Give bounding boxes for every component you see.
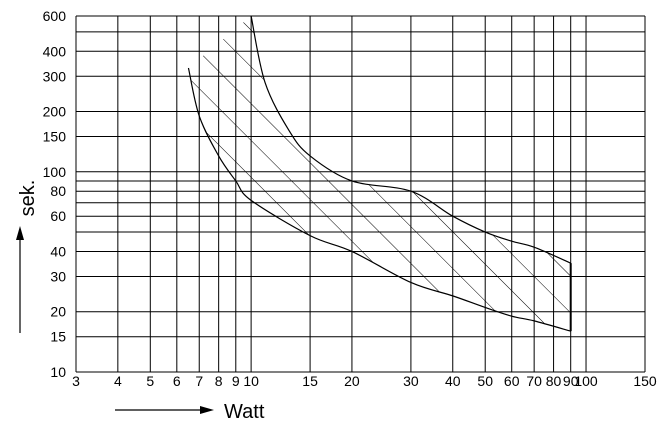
x-tick-label: 30 — [403, 373, 419, 389]
y-tick-label: 15 — [50, 329, 66, 345]
x-tick-label: 6 — [173, 373, 181, 389]
y-axis-title-group: sek. — [16, 180, 39, 333]
x-tick-label: 20 — [344, 373, 360, 389]
x-tick-label: 50 — [477, 373, 493, 389]
y-tick-label: 400 — [43, 43, 67, 59]
x-tick-label: 80 — [546, 373, 562, 389]
y-tick-label: 10 — [50, 364, 66, 380]
lower-boundary-curve — [187, 67, 571, 332]
x-axis-title: Watt — [224, 401, 265, 423]
y-tick-label: 200 — [43, 104, 67, 120]
x-tick-label: 9 — [232, 373, 240, 389]
y-tick-label: 60 — [50, 208, 66, 224]
y-tick-labels: 10 15 20 30 40 60 80 100 150 200 300 400 600 — [43, 8, 67, 380]
shaded-band — [188, 16, 571, 332]
y-tick-label: 20 — [50, 304, 66, 320]
y-tick-label: 150 — [43, 129, 67, 145]
x-tick-label: 150 — [633, 373, 657, 389]
x-tick-label: 10 — [243, 373, 259, 389]
upper-boundary-curve — [250, 15, 571, 264]
x-axis-title-group: Watt — [115, 401, 265, 423]
x-axis-arrow-head — [200, 406, 214, 414]
x-tick-label: 8 — [215, 373, 223, 389]
x-tick-label: 4 — [114, 373, 122, 389]
y-axis-title: sek. — [17, 180, 39, 217]
x-tick-label: 70 — [526, 373, 542, 389]
y-tick-label: 80 — [50, 183, 66, 199]
x-tick-label: 100 — [574, 373, 598, 389]
y-tick-label: 100 — [43, 164, 67, 180]
x-tick-label: 90 — [563, 373, 579, 389]
y-tick-label: 300 — [43, 68, 67, 84]
x-tick-label: 3 — [72, 373, 80, 389]
x-tick-label: 5 — [146, 373, 154, 389]
y-axis-arrow-head — [16, 226, 24, 240]
y-tick-label: 600 — [43, 8, 67, 24]
x-tick-label: 60 — [504, 373, 520, 389]
y-tick-label: 40 — [50, 243, 66, 259]
y-tick-label: 30 — [50, 268, 66, 284]
x-tick-label: 40 — [445, 373, 461, 389]
x-tick-label: 15 — [302, 373, 318, 389]
x-tick-label: 7 — [195, 373, 203, 389]
